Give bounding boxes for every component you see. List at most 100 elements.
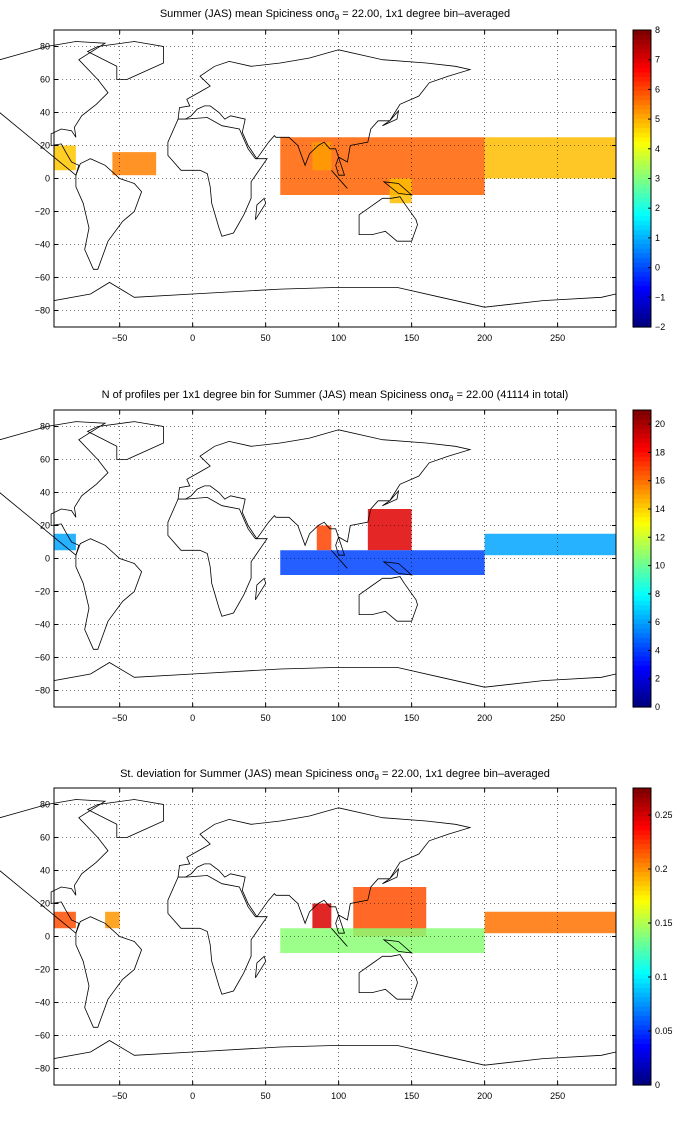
colorbar-segment bbox=[633, 651, 651, 657]
coastline bbox=[331, 550, 348, 569]
colorbar-segment bbox=[633, 451, 651, 458]
colorbar-tick-label: 7 bbox=[655, 55, 660, 65]
colorbar-segment bbox=[633, 801, 651, 808]
colorbar-segment bbox=[633, 224, 651, 231]
colorbar-segment bbox=[633, 665, 651, 671]
colorbar-segment bbox=[633, 922, 651, 928]
tick-label-y: −60 bbox=[35, 273, 50, 283]
colorbar-segment bbox=[633, 595, 651, 601]
tick-label-y: 20 bbox=[40, 899, 50, 909]
colorbar-segment bbox=[633, 474, 651, 481]
colorbar-segment bbox=[633, 586, 651, 592]
colorbar-segment bbox=[633, 852, 651, 859]
colorbar-segment bbox=[633, 81, 651, 87]
colorbar-segment bbox=[633, 201, 651, 207]
colorbar-segment bbox=[633, 313, 651, 319]
colorbar-segment bbox=[633, 76, 651, 82]
data-region bbox=[484, 533, 616, 556]
colorbar-segment bbox=[633, 1024, 651, 1030]
colorbar: 0 0.05 0.1 0.15 0.2 0.25 bbox=[632, 787, 673, 1090]
colorbar-segment bbox=[633, 829, 651, 836]
colorbar-segment bbox=[633, 252, 651, 258]
colorbar-segment bbox=[633, 950, 651, 956]
tick-label-y: 60 bbox=[40, 455, 50, 465]
chart-panel-1: Summer (JAS) mean Spiciness onσθ = 22.00… bbox=[0, 8, 665, 343]
colorbar-segment bbox=[633, 317, 651, 323]
tick-label-x: −50 bbox=[112, 333, 127, 343]
data-region bbox=[316, 525, 332, 551]
coastline bbox=[358, 576, 418, 622]
colorbar-segment bbox=[633, 623, 651, 629]
colorbar-segment bbox=[633, 683, 651, 690]
tick-label-y: 20 bbox=[40, 521, 50, 531]
colorbar-segment bbox=[633, 908, 651, 914]
colorbar-segment bbox=[633, 155, 651, 161]
tick-label-y: −60 bbox=[35, 1031, 50, 1041]
colorbar-tick-label: 0 bbox=[655, 263, 660, 273]
colorbar-segment bbox=[633, 516, 651, 522]
tick-label-y: 40 bbox=[40, 866, 50, 876]
colorbar-segment bbox=[633, 57, 651, 64]
colorbar-segment bbox=[633, 1033, 651, 1040]
coastline bbox=[358, 196, 418, 242]
coastline bbox=[255, 577, 267, 601]
colorbar-segment bbox=[633, 271, 651, 277]
colorbar-segment bbox=[633, 987, 651, 993]
colorbar-segment bbox=[633, 108, 651, 115]
colorbar-segment bbox=[633, 48, 651, 54]
colorbar-segment bbox=[633, 904, 651, 910]
coastline bbox=[167, 117, 268, 237]
coastline bbox=[86, 41, 164, 80]
colorbar-segment bbox=[633, 146, 651, 152]
colorbar-tick-label: 20 bbox=[655, 419, 665, 429]
colorbar-tick-label: 6 bbox=[655, 84, 660, 94]
colorbar-segment bbox=[633, 39, 651, 45]
colorbar-segment bbox=[633, 880, 651, 887]
colorbar-segment bbox=[633, 456, 651, 462]
colorbar-segment bbox=[633, 1006, 651, 1012]
data-region bbox=[112, 152, 157, 176]
colorbar-tick-label: 0.1 bbox=[655, 972, 668, 982]
colorbar-segment bbox=[633, 465, 651, 471]
colorbar-tick-label: 8 bbox=[655, 25, 660, 35]
colorbar-segment bbox=[633, 941, 651, 947]
coastline bbox=[0, 41, 109, 176]
colorbar-segment bbox=[633, 553, 651, 560]
colorbar-tick-label: 1 bbox=[655, 233, 660, 243]
colorbar-segment bbox=[633, 419, 651, 425]
colorbar-segment bbox=[633, 609, 651, 615]
colorbar-segment bbox=[633, 1075, 651, 1081]
colorbar-segment bbox=[633, 493, 651, 499]
colorbar-segment bbox=[633, 825, 651, 831]
data-region bbox=[54, 533, 76, 551]
coastline bbox=[86, 421, 164, 460]
coastline bbox=[255, 197, 267, 220]
colorbar-segment bbox=[633, 197, 651, 203]
coastline bbox=[382, 867, 400, 885]
tick-label-x: 100 bbox=[331, 1091, 346, 1101]
colorbar-segment bbox=[633, 229, 651, 235]
colorbar-segment bbox=[633, 1071, 651, 1077]
tick-label-x: 0 bbox=[190, 713, 195, 723]
colorbar-segment bbox=[633, 479, 651, 485]
colorbar-tick-label: 0.05 bbox=[655, 1026, 673, 1036]
colorbar-tick-label: 0.2 bbox=[655, 864, 668, 874]
tick-label-x: 150 bbox=[404, 333, 419, 343]
colorbar-segment bbox=[633, 136, 651, 142]
colorbar-segment bbox=[633, 848, 651, 854]
colorbar-segment bbox=[633, 544, 651, 550]
colorbar-segment bbox=[633, 285, 651, 291]
colorbar-segment bbox=[633, 876, 651, 882]
colorbar-segment bbox=[633, 581, 651, 587]
data-region bbox=[105, 911, 120, 929]
plot-frame bbox=[53, 409, 617, 708]
colorbar-tick-label: 2 bbox=[655, 203, 660, 213]
colorbar-segment bbox=[633, 173, 651, 180]
colorbar-segment bbox=[633, 959, 651, 965]
colorbar-segment bbox=[633, 563, 651, 569]
coastline bbox=[75, 158, 143, 270]
tick-label-y: 40 bbox=[40, 108, 50, 118]
colorbar-segment bbox=[633, 308, 651, 314]
colorbar-segment bbox=[633, 414, 651, 420]
colorbar-segment bbox=[633, 978, 651, 984]
